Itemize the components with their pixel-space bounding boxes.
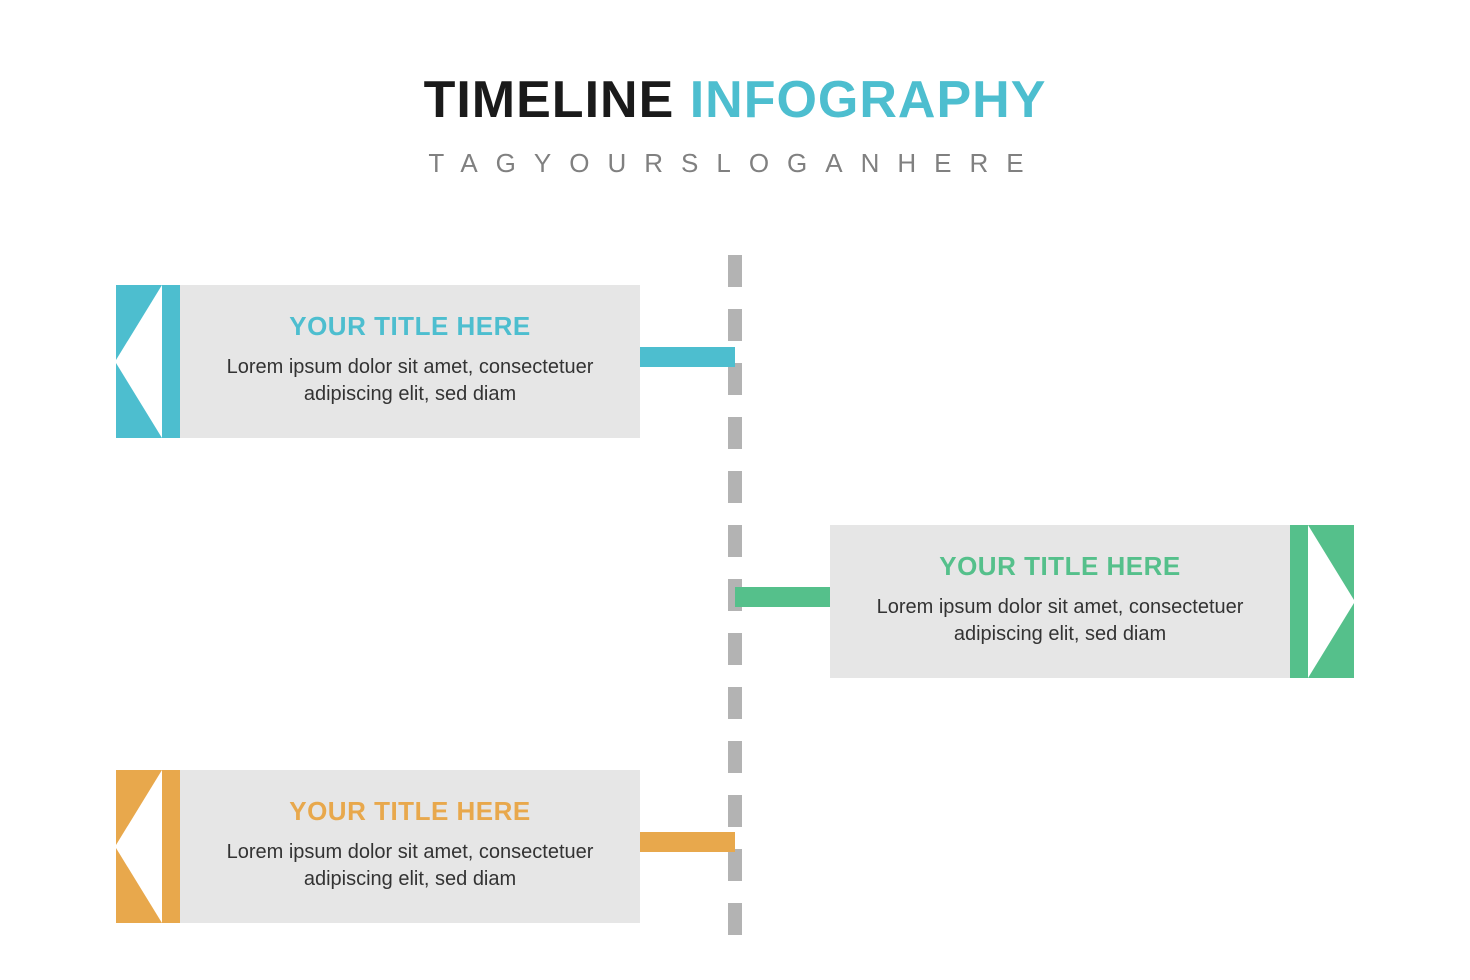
card-title: YOUR TITLE HERE [860, 551, 1260, 582]
card-connector [735, 587, 830, 607]
timeline-item: YOUR TITLE HERE Lorem ipsum dolor sit ame… [180, 285, 640, 438]
spine-dash [728, 309, 742, 341]
card-box: YOUR TITLE HERE Lorem ipsum dolor sit ame… [180, 770, 640, 923]
card-box: YOUR TITLE HERE Lorem ipsum dolor sit ame… [180, 285, 640, 438]
card-flag-bottom [116, 848, 162, 923]
spine-dash [728, 363, 742, 395]
card-flag-bottom [1308, 603, 1354, 678]
card-body: Lorem ipsum dolor sit amet, consectetuer… [210, 839, 610, 893]
spine-dash [728, 417, 742, 449]
card-title: YOUR TITLE HERE [210, 796, 610, 827]
card-edge-strip [162, 770, 180, 923]
heading: TIMELINE INFOGRAPHY TAGYOURSLOGANHERE [0, 70, 1470, 179]
card-connector [640, 832, 735, 852]
spine-dash [728, 795, 742, 827]
spine-dash [728, 687, 742, 719]
spine-dash [728, 903, 742, 935]
card-body: Lorem ipsum dolor sit amet, consectetuer… [210, 354, 610, 408]
card-flag-bottom [116, 363, 162, 438]
spine-dash [728, 849, 742, 881]
spine-dash [728, 741, 742, 773]
spine-dash [728, 633, 742, 665]
card-edge-strip [1290, 525, 1308, 678]
card-connector [640, 347, 735, 367]
card-body: Lorem ipsum dolor sit amet, consectetuer… [860, 594, 1260, 648]
spine-dash [728, 471, 742, 503]
spine-dash [728, 255, 742, 287]
timeline-item: YOUR TITLE HERE Lorem ipsum dolor sit ame… [180, 770, 640, 923]
heading-subtitle: TAGYOURSLOGANHERE [0, 148, 1470, 179]
card-flag-top [1308, 525, 1354, 600]
card-edge-strip [162, 285, 180, 438]
card-box: YOUR TITLE HERE Lorem ipsum dolor sit ame… [830, 525, 1290, 678]
card-title: YOUR TITLE HERE [210, 311, 610, 342]
heading-word-1: TIMELINE [424, 71, 675, 129]
heading-word-2: INFOGRAPHY [690, 71, 1047, 129]
heading-title: TIMELINE INFOGRAPHY [0, 70, 1470, 130]
card-flag-top [116, 285, 162, 360]
timeline-item: YOUR TITLE HERE Lorem ipsum dolor sit ame… [830, 525, 1290, 678]
card-flag-top [116, 770, 162, 845]
spine-dash [728, 525, 742, 557]
infographic-stage: TIMELINE INFOGRAPHY TAGYOURSLOGANHERE YO… [0, 0, 1470, 980]
